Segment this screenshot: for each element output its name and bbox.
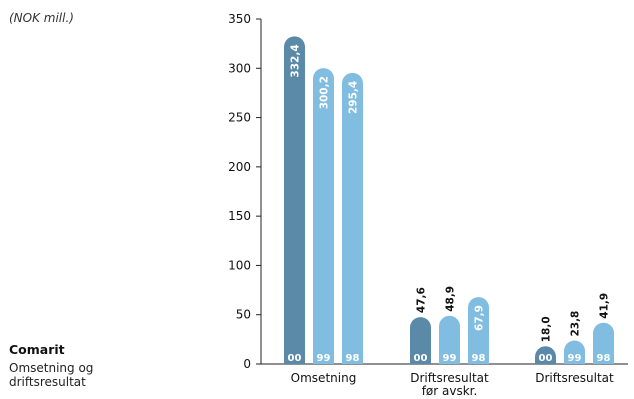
bar-value-label: 41,9 [599,293,611,319]
y-tick-label: 300 [228,61,251,75]
x-category-label: Driftsresultat [410,371,489,385]
x-category-label: før avskr. [422,384,478,398]
bar-year-label: 00 [288,353,302,364]
bar-value-label: 300,2 [319,76,331,109]
bar-value-label: 48,9 [445,286,457,312]
caption-subtitle: Omsetning og driftsresultat [9,361,159,389]
y-tick-label: 200 [228,160,251,174]
y-tick-label: 100 [228,258,251,272]
bar-year-label: 98 [472,353,486,364]
bar-value-label: 67,9 [474,305,486,331]
bar-year-label: 98 [597,353,611,364]
y-tick-label: 350 [228,12,251,26]
bar [439,315,460,364]
bar [535,346,556,364]
bar-year-label: 99 [443,353,457,364]
bar-value-label: 47,6 [416,287,428,313]
bar-year-label: 99 [568,353,582,364]
bar-year-label: 00 [414,353,428,364]
bar [284,36,305,364]
caption-subtitle-line-1: Omsetning og [9,361,94,375]
y-tick-label: 50 [236,308,251,322]
unit-label: (NOK mill.) [9,11,74,25]
bar [342,72,363,364]
caption-title: Comarit [9,342,65,357]
bar-value-label: 332,4 [290,44,302,77]
bar [313,68,334,365]
y-tick-label: 0 [243,357,251,371]
bar-year-label: 98 [346,353,360,364]
x-category-label: Omsetning [291,371,357,385]
bar [468,297,489,364]
y-tick-label: 150 [228,209,251,223]
bar-value-label: 295,4 [348,81,360,114]
bar [410,317,431,364]
bar-value-label: 18,0 [541,316,553,342]
bar-year-label: 99 [317,353,331,364]
chart-caption: Comarit Omsetning og driftsresultat [9,342,159,389]
x-category-label: Driftsresultat [535,371,614,385]
bar-value-label: 23,8 [570,311,582,337]
bar [564,340,585,364]
y-tick-label: 250 [228,111,251,125]
bar [593,322,614,364]
bar-year-label: 00 [539,353,553,364]
caption-subtitle-line-2: driftsresultat [9,375,86,389]
